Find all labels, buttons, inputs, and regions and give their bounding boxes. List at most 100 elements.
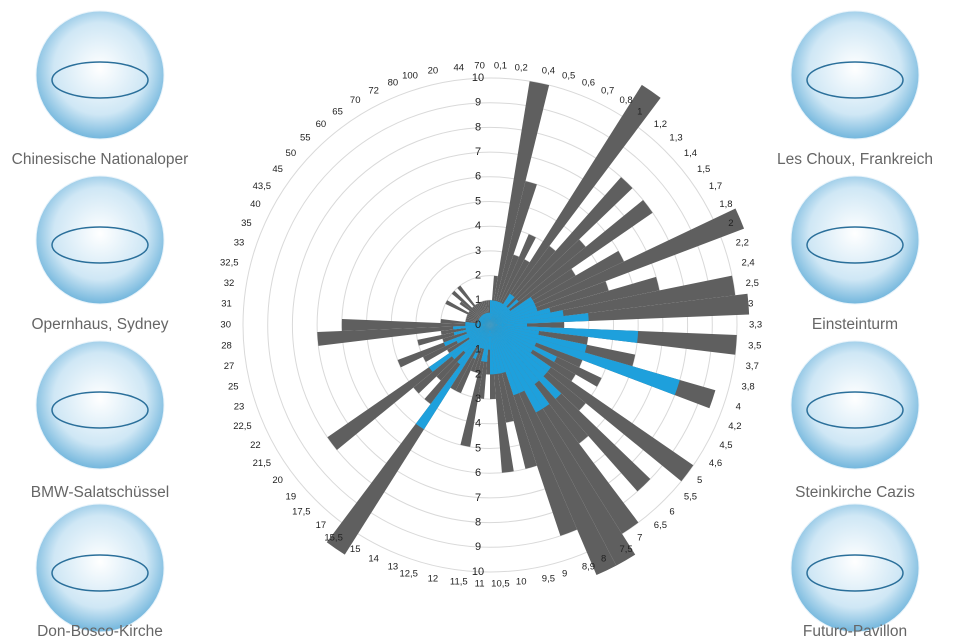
category-label: 31	[221, 299, 232, 310]
radial-bar	[490, 325, 533, 354]
grid-ring	[341, 176, 639, 474]
category-label: 5,5	[684, 491, 697, 502]
radial-bar	[490, 307, 538, 325]
radial-bar	[490, 325, 537, 347]
category-label: 20	[428, 66, 439, 77]
radial-bar	[490, 293, 513, 325]
category-label: 28	[221, 340, 232, 351]
radial-tick-label: 2	[475, 368, 481, 380]
category-label: 25	[228, 381, 239, 392]
radial-bar	[484, 313, 490, 325]
radial-bar	[480, 316, 490, 325]
radial-bar	[490, 301, 498, 325]
category-label: 70	[350, 95, 361, 106]
category-label: 2,2	[736, 237, 749, 248]
category-label: 40	[250, 199, 261, 210]
radial-bar	[490, 325, 502, 374]
radial-bar	[490, 295, 515, 325]
category-label: 80	[388, 77, 399, 88]
radial-bar	[476, 325, 490, 347]
radial-bar	[341, 319, 490, 331]
radial-bar	[490, 325, 540, 385]
radial-bar	[443, 325, 490, 347]
category-label: 1,4	[684, 148, 697, 159]
radial-bar	[490, 208, 745, 325]
radial-bar	[465, 322, 490, 325]
radial-tick-label: 8	[475, 517, 481, 529]
radial-bar	[483, 314, 490, 325]
radial-bar	[490, 301, 500, 325]
radial-bar	[453, 325, 490, 336]
radial-tick-label: 6	[475, 467, 481, 479]
photo	[790, 340, 920, 470]
category-label: 15	[350, 544, 361, 555]
radial-tick-label: 1	[475, 294, 481, 306]
radial-tick-label: 4	[475, 220, 481, 232]
radial-bar	[490, 325, 550, 409]
radial-bar	[490, 303, 537, 325]
category-label: 2,5	[746, 278, 759, 289]
radial-bar	[482, 314, 490, 325]
category-label: 0,7	[601, 86, 614, 97]
category-label: 10,5	[491, 578, 510, 589]
radial-bar	[468, 325, 490, 340]
category-label: 23	[234, 402, 245, 413]
radial-bar	[490, 300, 492, 325]
radial-bar	[478, 319, 490, 325]
category-label: 21,5	[253, 458, 272, 469]
category-label: 0,2	[515, 62, 528, 73]
radial-bar	[490, 325, 557, 363]
category-label: 0,1	[494, 61, 507, 72]
photo	[790, 175, 920, 305]
radial-bar	[490, 300, 535, 325]
radial-bar	[490, 300, 496, 325]
category-label: 4,5	[719, 440, 732, 451]
radial-bar	[484, 325, 490, 362]
photo-detail	[806, 226, 904, 264]
radial-bar	[482, 325, 490, 349]
radial-tick-label: 3	[475, 245, 481, 257]
photo-caption: Steinkirche Cazis	[795, 484, 915, 501]
radial-bar	[490, 296, 533, 325]
radial-bar	[490, 325, 639, 343]
category-label: 32	[224, 278, 235, 289]
radial-bar	[489, 312, 490, 325]
radial-tick-label: 8	[475, 121, 481, 133]
photo-caption: Don-Bosco-Kirche	[37, 623, 163, 640]
radial-bar	[490, 299, 519, 325]
category-label: 6,5	[654, 520, 667, 531]
category-label: 72	[368, 86, 379, 97]
radial-bar	[456, 325, 490, 344]
category-label: 3,5	[748, 340, 761, 351]
category-label: 2	[728, 218, 733, 229]
category-label: 12,5	[399, 568, 418, 579]
radial-tick-label: 10	[472, 72, 484, 84]
category-label: 17	[316, 520, 327, 531]
radial-bar	[490, 234, 536, 325]
radial-tick-label: 0	[475, 319, 481, 331]
category-label: 3,8	[741, 381, 754, 392]
category-label: 17,5	[292, 506, 311, 517]
radial-bar	[478, 320, 490, 325]
photo-detail	[51, 226, 149, 264]
photo	[35, 340, 165, 470]
photo-detail	[51, 61, 149, 99]
category-label: 10	[516, 577, 527, 588]
radial-bar	[490, 181, 537, 325]
radial-bar	[490, 325, 680, 396]
radial-bar	[490, 323, 528, 327]
radial-tick-label: 5	[475, 195, 481, 207]
category-label: 7	[637, 533, 642, 544]
radial-tick-label: 6	[475, 171, 481, 183]
radial-bar	[479, 317, 490, 325]
radial-bar	[481, 325, 490, 362]
photo-caption: Chinesische Nationaloper	[12, 151, 189, 168]
radial-bar	[490, 313, 589, 325]
radial-bar	[490, 325, 548, 377]
radial-bar	[490, 303, 504, 325]
category-label: 30	[220, 320, 231, 331]
photo-caption: Einsteinturm	[812, 316, 898, 333]
radial-bar	[451, 290, 490, 325]
radial-bar	[490, 307, 551, 325]
